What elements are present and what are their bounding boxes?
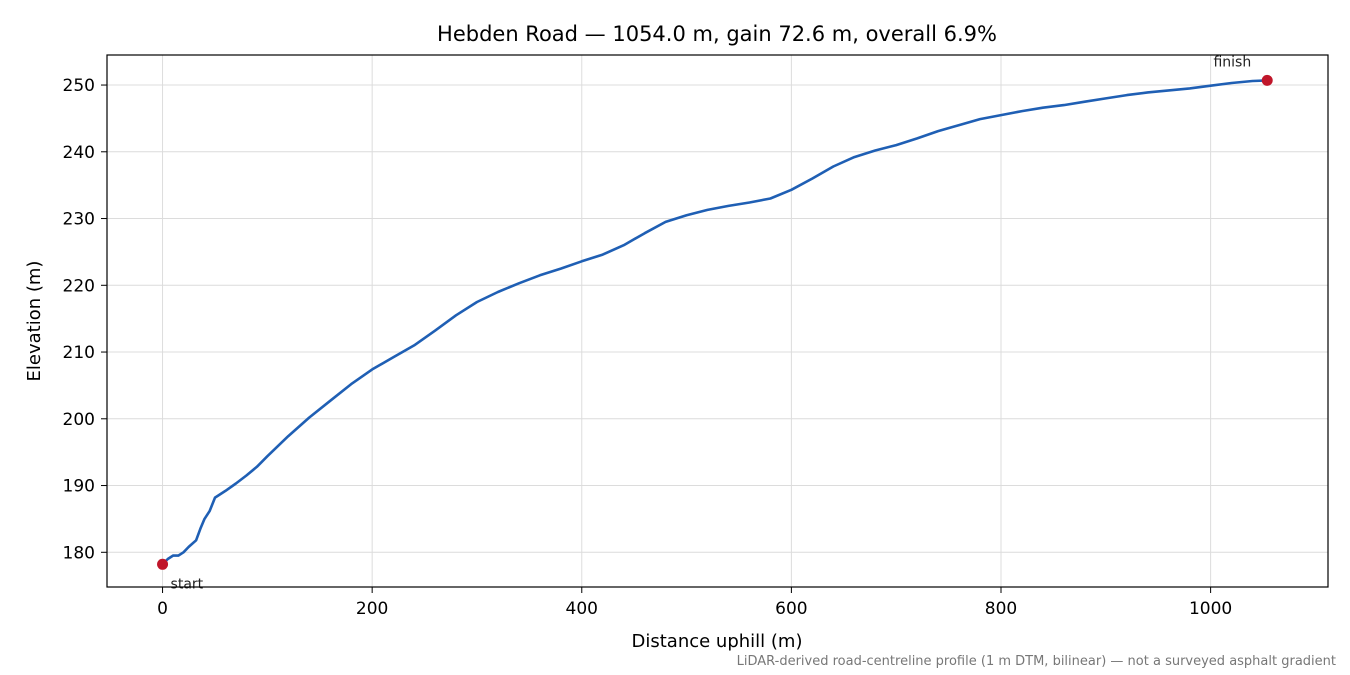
chart-title: Hebden Road — 1054.0 m, gain 72.6 m, ove…	[437, 22, 997, 46]
plot-frame	[106, 54, 1329, 588]
start-marker	[157, 558, 169, 570]
x-tick-label: 200	[356, 599, 388, 619]
x-tick-label: 400	[566, 599, 598, 619]
x-axis-label: Distance uphill (m)	[632, 631, 803, 652]
plot-markers: start finish	[157, 54, 1273, 592]
y-tick-label: 200	[63, 410, 95, 430]
y-tick-label: 190	[63, 477, 95, 497]
footnote: LiDAR-derived road-centreline profile (1…	[737, 654, 1336, 669]
x-tick-label: 0	[157, 599, 168, 619]
x-axis-ticks: 0 200 400 600 800 1000	[157, 587, 1232, 619]
x-tick-label: 800	[985, 599, 1017, 619]
y-tick-label: 240	[63, 143, 95, 163]
start-annotation: start	[171, 576, 204, 592]
y-tick-label: 220	[63, 276, 95, 296]
finish-annotation: finish	[1213, 54, 1251, 70]
y-axis-ticks: 180 190 200 210 220 230 240 250	[63, 76, 107, 563]
elevation-line	[161, 79, 1269, 566]
x-tick-label: 600	[775, 599, 807, 619]
plot-series	[161, 79, 1269, 566]
grid-lines	[107, 55, 1328, 587]
x-tick-label: 1000	[1189, 599, 1232, 619]
y-tick-label: 230	[63, 210, 95, 230]
finish-marker	[1261, 74, 1273, 86]
y-tick-label: 180	[63, 543, 95, 563]
y-tick-label: 250	[63, 76, 95, 96]
y-axis-label: Elevation (m)	[24, 261, 45, 382]
y-tick-label: 210	[63, 343, 95, 363]
